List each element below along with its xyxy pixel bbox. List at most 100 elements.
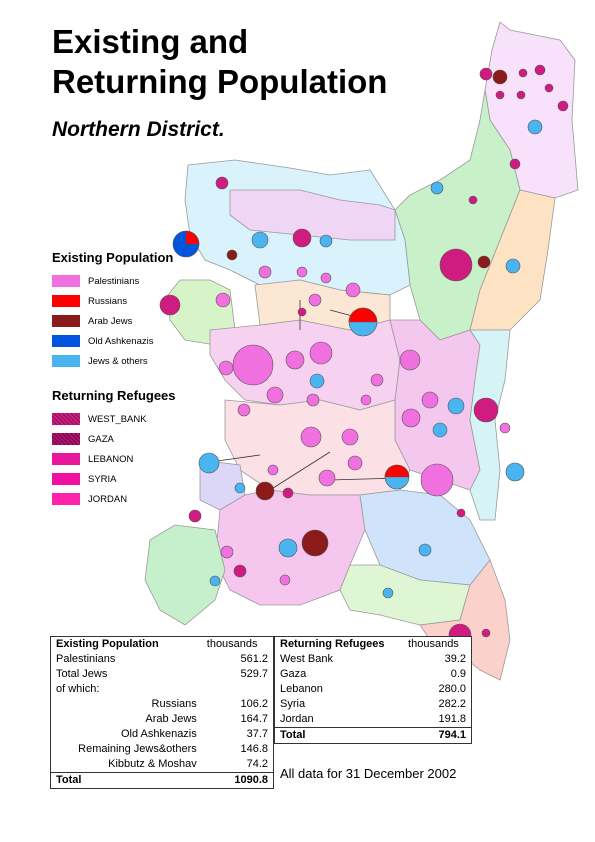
pie-symbol (527, 119, 543, 135)
legend-label: SYRIA (88, 473, 117, 485)
map-subtitle: Northern District. (52, 118, 225, 141)
pie-symbol (198, 452, 220, 474)
row-label: Syria (280, 698, 306, 710)
footer-note: All data for 31 December 2002 (280, 766, 457, 781)
pie-symbol (447, 397, 465, 415)
row-label: of which: (56, 683, 100, 695)
pie-symbol (296, 266, 308, 278)
legend-label: Arab Jews (88, 315, 133, 327)
pie-symbol (220, 545, 234, 559)
population-symbols (159, 64, 569, 647)
title-line-1: Existing and (52, 23, 249, 60)
row-label: Palestinians (56, 653, 116, 665)
legend-returning-refugees: Returning Refugees WEST_BANK GAZA LEBANO… (52, 388, 176, 509)
row-value: 191.8 (438, 713, 466, 725)
legend-label: Jews & others (88, 355, 148, 367)
row-value: 74.2 (246, 758, 268, 770)
legend-existing-population: Existing Population Palestinians Russian… (52, 250, 173, 371)
legend-label: Palestinians (88, 275, 140, 287)
pie-symbol (430, 181, 444, 195)
row-value: 39.2 (444, 653, 466, 665)
region-north-purple (229, 189, 396, 241)
table-title: Returning Refugees (280, 638, 385, 650)
row-label: Remaining Jews&others (78, 743, 197, 755)
pie-symbol (479, 67, 493, 81)
row-label: Russians (151, 698, 197, 710)
pie-symbol (341, 428, 359, 446)
table-total-row: Total 1090.8 (51, 772, 273, 788)
legend-item-jordan: JORDAN (52, 489, 176, 509)
table-row: Jordan 191.8 (275, 712, 471, 728)
table-header-row: Existing Population thousands (51, 637, 273, 652)
pie-symbol (421, 391, 439, 409)
pie-slice (384, 464, 410, 478)
row-label: Gaza (280, 668, 307, 680)
row-label: Arab Jews (145, 713, 197, 725)
table-row: Old Ashkenazis 37.7 (51, 727, 273, 742)
legend-swatch (52, 275, 80, 287)
pie-symbol (308, 293, 322, 307)
pie-symbol (226, 249, 238, 261)
legend-label: WEST_BANK (88, 413, 147, 425)
returning-refugees-table: Returning Refugees thousands West Bank 3… (274, 636, 472, 744)
existing-table: Existing Population thousands Palestinia… (51, 637, 273, 788)
pie-symbol (495, 90, 505, 100)
pie-symbol (278, 538, 298, 558)
row-label: Old Ashkenazis (120, 728, 197, 740)
pie-symbol (518, 68, 528, 78)
pie-symbol (279, 574, 291, 586)
pie-symbol (188, 509, 202, 523)
legend-label: Russians (88, 295, 128, 307)
pie-symbol (370, 373, 384, 387)
row-value: 282.2 (438, 698, 466, 710)
pie-symbol (297, 307, 307, 317)
table-row: of which: (51, 682, 273, 697)
pie-symbol (382, 587, 394, 599)
pie-symbol (301, 529, 329, 557)
pie-symbol (432, 422, 448, 438)
pie-symbol (318, 469, 336, 487)
legend-label: JORDAN (88, 493, 128, 505)
table-title: Existing Population (56, 638, 159, 650)
legend-returning-title: Returning Refugees (52, 388, 176, 403)
pie-symbol (557, 100, 569, 112)
region-south-west-green (144, 524, 226, 626)
pie-symbol (418, 543, 432, 557)
table-row: Arab Jews 164.7 (51, 712, 273, 727)
row-label: Kibbutz & Moshav (108, 758, 197, 770)
legend-swatch (52, 315, 80, 327)
pie-symbol (267, 464, 279, 476)
table-row: Palestinians 561.2 (51, 652, 273, 667)
table-row: Lebanon 280.0 (275, 682, 471, 697)
pie-symbol (439, 248, 473, 282)
pie-symbol (255, 481, 275, 501)
legend-item-jews-others: Jews & others (52, 351, 173, 371)
legend-swatch (52, 473, 80, 485)
legend-swatch (52, 413, 80, 425)
legend-item-syria: SYRIA (52, 469, 176, 489)
table-row: Kibbutz & Moshav 74.2 (51, 757, 273, 773)
legend-item-russians: Russians (52, 291, 173, 311)
table-row: Total Jews 529.7 (51, 667, 273, 682)
title-line-2: Returning Population (52, 63, 388, 100)
pie-symbol (401, 408, 421, 428)
region-central-lower (224, 399, 411, 496)
row-value: 0.9 (450, 668, 466, 680)
table-row: Remaining Jews&others 146.8 (51, 742, 273, 757)
table-total-row: Total 794.1 (275, 727, 471, 743)
pie-symbol (309, 341, 333, 365)
pie-symbol (473, 397, 499, 423)
pie-symbol (251, 231, 269, 249)
pie-symbol (534, 64, 546, 76)
pie-slice (348, 307, 378, 323)
region-south-east-salmon (419, 559, 511, 681)
pie-symbol (218, 360, 234, 376)
pie-slice (185, 230, 200, 245)
pie-symbol (544, 83, 554, 93)
legend-existing-title: Existing Population (52, 250, 174, 265)
total-value: 794.1 (403, 727, 471, 743)
pie-symbol (319, 234, 333, 248)
legend-item-west-bank: WEST_BANK (52, 409, 176, 429)
row-label: Total Jews (56, 668, 108, 680)
